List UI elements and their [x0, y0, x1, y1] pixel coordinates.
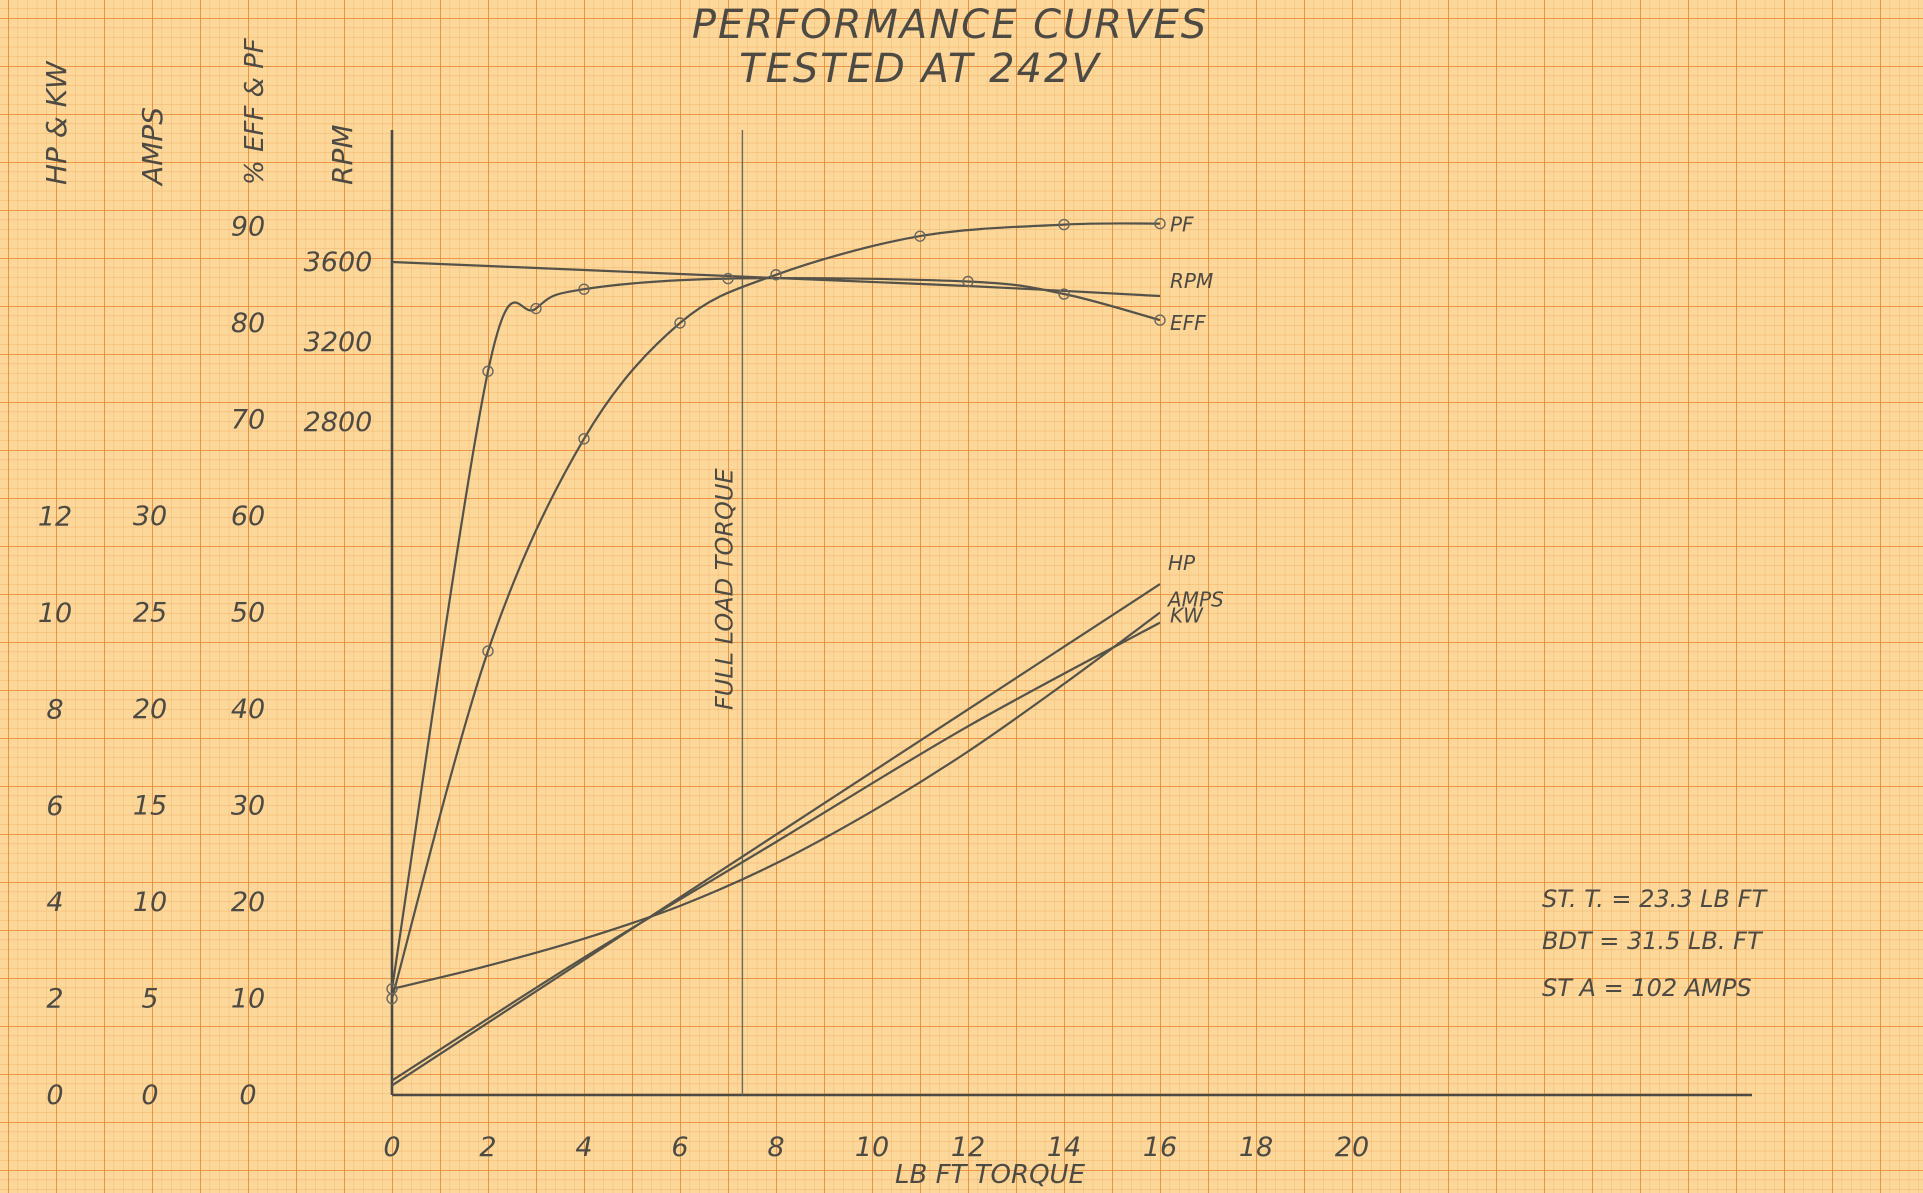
x-tick-label: 20 [1335, 1132, 1369, 1163]
x-tick-label: 16 [1143, 1132, 1177, 1163]
y-tick-label: 8 [46, 694, 63, 725]
kw-curve [391, 621, 1161, 1082]
y-tick-label: 3600 [304, 247, 373, 278]
y-axis-label-hp-kw: HP & KW [40, 60, 73, 185]
y-tick-label: 10 [231, 984, 265, 1015]
eff-data-point [386, 983, 398, 995]
pf-data-point [482, 645, 494, 657]
full-load-torque-label: FULL LOAD TORQUE [710, 468, 738, 710]
pf-series-label: PF [1170, 213, 1194, 237]
y-tick-label: 5 [141, 984, 158, 1015]
y-tick-label: 90 [231, 212, 265, 243]
kw-series-label: KW [1170, 604, 1204, 628]
y-tick-label: 3200 [304, 327, 373, 358]
y-axis-label-rpm: RPM [326, 125, 359, 186]
y-tick-label: 12 [38, 502, 72, 533]
y-tick-label: 25 [133, 598, 167, 629]
rpm-curve [391, 260, 1161, 298]
y-tick-label: 50 [231, 598, 265, 629]
pf-data-point [578, 433, 590, 445]
y-tick-label: 0 [141, 1080, 158, 1111]
y-tick-label: 15 [133, 791, 167, 822]
x-tick-label: 0 [383, 1132, 400, 1163]
eff-data-point [1154, 314, 1166, 326]
note-starting-amps: ST A = 102 AMPS [1542, 974, 1752, 1002]
x-axis-label: LB FT TORQUE [895, 1160, 1086, 1190]
y-axis-label-eff-pf: % EFF & PF [240, 37, 270, 185]
y-tick-label: 70 [231, 405, 265, 436]
y-tick-label: 6 [46, 791, 63, 822]
x-tick-label: 4 [575, 1132, 592, 1163]
pf-data-point [1058, 218, 1070, 231]
y-tick-label: 20 [231, 887, 265, 918]
x-tick-label: 2 [479, 1132, 496, 1163]
pf-data-point [1154, 217, 1166, 230]
pf-data-point [914, 230, 926, 242]
y-tick-label: 40 [231, 694, 265, 725]
eff-data-point [962, 275, 974, 288]
x-tick-label: 18 [1239, 1132, 1273, 1163]
rpm-series-label: RPM [1170, 269, 1213, 293]
chart-title: PERFORMANCE CURVES [692, 2, 1208, 48]
hp-series-label: HP [1168, 551, 1196, 575]
eff-data-point [578, 283, 590, 295]
y-tick-label: 10 [133, 887, 167, 918]
x-tick-label: 14 [1047, 1132, 1081, 1163]
pf-data-point [770, 269, 782, 281]
note-breakdown-torque: BDT = 31.5 LB. FT [1542, 927, 1764, 955]
y-axis-label-amps: AMPS [136, 107, 169, 187]
eff-data-point [530, 302, 542, 315]
y-tick-label: 0 [239, 1080, 256, 1111]
data-curves [390, 222, 1161, 1087]
amps-series-label: AMPS [1166, 588, 1224, 612]
y-tick-label: 60 [231, 501, 265, 532]
chart-subtitle: TESTED AT 242V [739, 46, 1101, 92]
eff-data-point [722, 272, 734, 285]
x-tick-label: 10 [855, 1132, 889, 1163]
tick-labels: 0 2 4 6 8 10 12 14 16 18 20 0 2 4 6 8 10 12 0 5 10 15 20 25 30 0 1… [38, 212, 1369, 1164]
chart-header: PERFORMANCE CURVES TESTED AT 242V [692, 2, 1208, 92]
y-tick-label: 0 [46, 1080, 63, 1111]
x-tick-label: 12 [951, 1132, 985, 1163]
eff-curve [390, 277, 1161, 990]
y-tick-label: 30 [231, 791, 265, 822]
data-markers [386, 217, 1166, 1005]
eff-data-point [1058, 288, 1070, 300]
y-tick-label: 4 [46, 887, 63, 918]
y-tick-label: 80 [231, 308, 265, 339]
eff-data-point [482, 365, 494, 377]
y-tick-label: 20 [133, 694, 167, 725]
x-tick-label: 8 [767, 1132, 784, 1163]
amps-curve [391, 611, 1161, 990]
pf-data-point [674, 317, 686, 329]
axes: FULL LOAD TORQUE LB FT TORQUE HP & KW AM… [40, 37, 1752, 1190]
y-tick-label: 2 [46, 984, 63, 1015]
pf-curve [390, 222, 1161, 999]
y-tick-label: 30 [133, 501, 167, 532]
note-starting-torque: ST. T. = 23.3 LB FT [1542, 885, 1768, 913]
hp-curve [391, 583, 1161, 1087]
test-notes: ST. T. = 23.3 LB FT BDT = 31.5 LB. FT ST… [1542, 885, 1768, 1002]
x-tick-label: 6 [671, 1132, 688, 1163]
y-tick-label: 2800 [304, 407, 373, 438]
eff-series-label: EFF [1170, 311, 1206, 335]
y-tick-label: 10 [38, 598, 72, 629]
